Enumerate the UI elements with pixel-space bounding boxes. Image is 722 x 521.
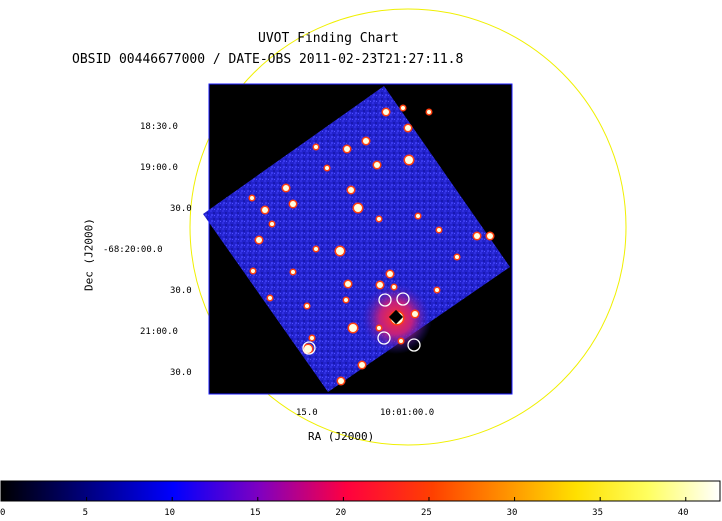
y-tick-label: -68:20:00.0: [103, 245, 163, 255]
colorbar-ticks: [0, 497, 687, 501]
star: [314, 247, 318, 251]
star: [250, 196, 254, 200]
marker-circle: [378, 293, 392, 307]
star: [349, 324, 357, 332]
colorbar-gradient: [0, 480, 721, 502]
star: [455, 255, 459, 259]
star: [256, 237, 262, 243]
star: [405, 156, 413, 164]
star: [304, 345, 312, 353]
star: [437, 228, 441, 232]
star: [377, 326, 381, 330]
star: [336, 247, 344, 255]
star: [377, 282, 383, 288]
star: [487, 233, 493, 239]
star: [392, 285, 396, 289]
star: [427, 110, 431, 114]
colorbar-tick-label: 10: [164, 508, 176, 518]
star: [344, 146, 350, 152]
star: [268, 296, 272, 300]
marker-circle: [377, 331, 391, 345]
star: [262, 207, 268, 213]
y-tick-label: 30.0: [170, 368, 192, 378]
y-tick-label: 19:00.0: [140, 163, 178, 173]
star: [310, 336, 314, 340]
star: [314, 145, 318, 149]
saturated-core: [388, 309, 404, 325]
star: [354, 204, 362, 212]
colorbar-tick-label: 35: [592, 508, 603, 518]
star: [363, 138, 369, 144]
colorbar-tick-label: 40: [677, 508, 689, 518]
star: [338, 378, 344, 384]
star: [377, 217, 381, 221]
star: [348, 187, 354, 193]
colorbar-tick-label: 5: [82, 508, 89, 518]
star: [251, 269, 255, 273]
star: [374, 162, 380, 168]
colorbar-tick-label: 25: [420, 508, 432, 518]
source-markers: [302, 292, 421, 355]
colorbar-tick-label: 30: [506, 508, 518, 518]
chart-subtitle: OBSID 00446677000 / DATE-OBS 2011-02-23T…: [72, 52, 464, 67]
star: [359, 362, 365, 368]
stars: [248, 104, 495, 386]
star: [290, 201, 296, 207]
star: [416, 214, 420, 218]
x-axis-label: RA (J2000): [308, 430, 375, 443]
colorbar-tick-label: 0: [0, 508, 6, 518]
star: [345, 281, 351, 287]
marker-circle: [302, 341, 316, 355]
star: [270, 222, 274, 226]
star: [412, 311, 418, 317]
chart-title: UVOT Finding Chart: [258, 31, 399, 46]
star: [399, 339, 403, 343]
marker-circle: [407, 338, 421, 352]
y-tick-label: 18:30.0: [140, 122, 178, 132]
star: [291, 270, 295, 274]
star: [383, 109, 389, 115]
colorbar-tick-label: 20: [335, 508, 347, 518]
colorbar-tick-label: 15: [249, 508, 261, 518]
star: [401, 106, 405, 110]
star: [305, 304, 309, 308]
y-tick-label: 30.0: [170, 204, 192, 214]
star: [474, 233, 480, 239]
marker-circle: [396, 292, 410, 306]
star: [325, 166, 329, 170]
image-frame: [208, 83, 513, 395]
star: [405, 125, 411, 131]
y-tick-label: 21:00.0: [140, 327, 178, 337]
star: [283, 185, 289, 191]
x-tick-label: 10:01:00.0: [380, 408, 435, 418]
detector-footprint: [203, 86, 510, 392]
star: [435, 288, 439, 292]
star: [387, 271, 393, 277]
star: [344, 298, 348, 302]
y-tick-label: 30.0: [170, 286, 192, 296]
x-tick-label: 15.0: [296, 408, 318, 418]
